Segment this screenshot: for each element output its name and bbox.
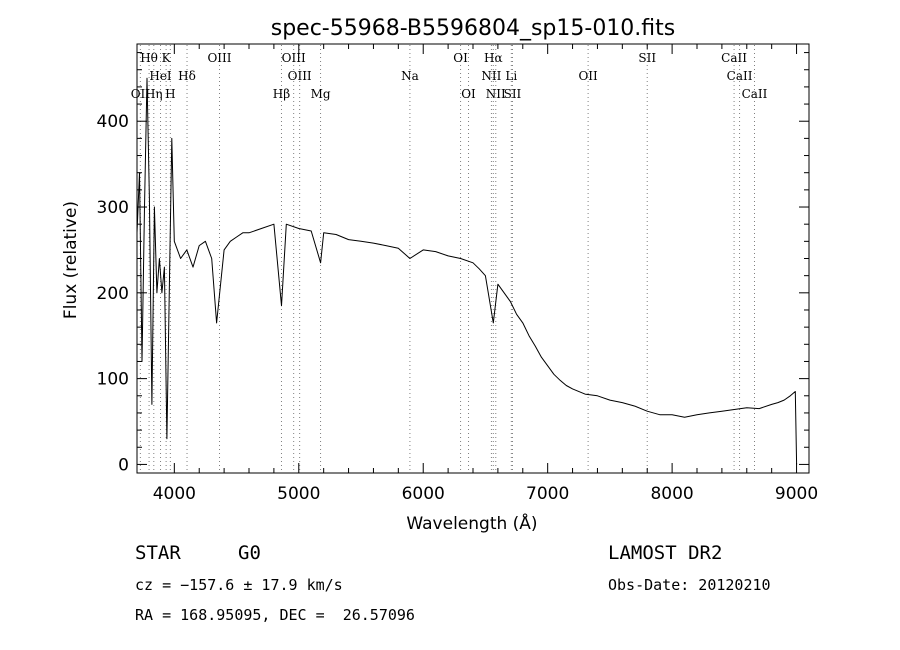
- y-tick-label: 300: [97, 198, 129, 218]
- spectral-line-label: CaII: [721, 51, 747, 65]
- survey-name: LAMOST DR2: [608, 542, 723, 564]
- x-tick-label: 8000: [650, 484, 693, 504]
- y-tick-label: 400: [97, 112, 129, 132]
- spectral-line-label: OIII: [282, 51, 306, 65]
- y-tick-label: 100: [97, 370, 129, 390]
- x-tick-label: 7000: [526, 484, 569, 504]
- x-tick-label: 5000: [277, 484, 320, 504]
- x-axis: 4000 5000 6000 7000 8000 9000: [153, 44, 818, 504]
- y-tick-label: 200: [97, 284, 129, 304]
- spectrum-series: [136, 77, 798, 465]
- spectral-line-label: OI: [453, 51, 468, 65]
- x-tick-label: 9000: [775, 484, 818, 504]
- x-tick-label: 4000: [153, 484, 196, 504]
- spectral-line-label: Hη: [145, 87, 163, 101]
- spectral-line-label: Mg: [311, 87, 331, 101]
- spectral-line-label: Hδ: [178, 69, 196, 83]
- coordinates-readout: RA = 168.95095, DEC = 26.57096: [135, 606, 415, 624]
- spectral-line-label: HeI: [149, 69, 172, 83]
- spectral-line-label: Hα: [484, 51, 503, 65]
- plot-frame: [136, 43, 810, 474]
- spectral-line-label: Hβ: [273, 87, 290, 101]
- spectral-line-label: OI: [461, 87, 476, 101]
- x-axis-label: Wavelength (Å): [406, 512, 537, 534]
- spectral-line-label: OII: [578, 69, 598, 83]
- spectral-line-label: SII: [504, 87, 522, 101]
- spectral-line-label: H: [165, 87, 175, 101]
- object-class: STAR: [135, 542, 181, 564]
- spectrum-line: [136, 77, 798, 465]
- spectral-line-label: CaII: [742, 87, 768, 101]
- y-axis-label: Flux (relative): [61, 201, 81, 319]
- spectral-line-label: Na: [401, 69, 419, 83]
- y-axis: 0 100 200 300 400: [97, 52, 809, 475]
- spectral-line-label: NII: [486, 87, 506, 101]
- spectral-line-markers: [139, 45, 755, 472]
- spectral-line-label: OIII: [207, 51, 231, 65]
- x-tick-label: 6000: [402, 484, 445, 504]
- redshift-readout: cz = −157.6 ± 17.9 km/s: [135, 576, 343, 594]
- spectral-line-label: Li: [505, 69, 517, 83]
- object-subclass: G0: [238, 542, 261, 564]
- observation-date: Obs-Date: 20120210: [608, 576, 771, 594]
- spectral-line-label: CaII: [727, 69, 753, 83]
- spectral-line-label: SII: [638, 51, 656, 65]
- spectral-line-label: OII: [131, 87, 151, 101]
- spectral-line-label: NII: [481, 69, 501, 83]
- y-tick-label: 0: [118, 455, 129, 475]
- chart-title: spec-55968-B5596804_sp15-010.fits: [271, 16, 676, 41]
- spectral-line-label: K: [162, 51, 172, 65]
- spectral-line-label: OIII: [288, 69, 312, 83]
- spectral-line-label: Hθ: [140, 51, 158, 65]
